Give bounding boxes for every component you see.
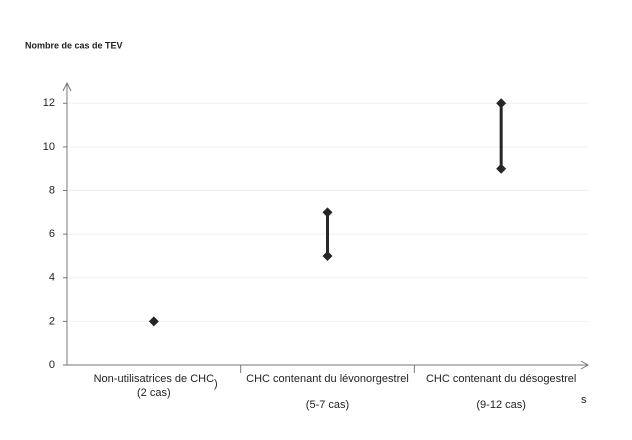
point	[322, 250, 333, 261]
y-tick-label: 10	[43, 141, 55, 153]
x-axis-arrow	[580, 360, 590, 370]
x-tick-note: (9-12 cas)	[476, 399, 526, 411]
x-tick-note: (5-7 cas)	[306, 399, 349, 411]
annotation: )	[214, 378, 218, 390]
x-tick-label: CHC contenant du désogestrel	[426, 373, 576, 385]
x-tick-note: (2 cas)	[137, 387, 171, 399]
y-tick-label: 4	[49, 272, 55, 284]
y-tick-label: 0	[49, 359, 55, 371]
point	[148, 316, 159, 327]
annotation: s	[581, 394, 587, 406]
y-tick-label: 8	[49, 184, 55, 196]
y-axis-title: Nombre de cas de TEV	[25, 40, 123, 50]
point	[322, 207, 333, 218]
point	[496, 98, 507, 109]
x-tick-label: CHC contenant du lévonorgestrel	[246, 373, 409, 385]
y-tick-label: 6	[49, 228, 55, 240]
y-tick-label: 2	[49, 315, 55, 327]
x-tick-label: Non-utilisatrices de CHC	[94, 373, 214, 385]
y-axis-arrow	[62, 81, 72, 92]
y-tick-label: 12	[43, 97, 55, 109]
point	[496, 163, 507, 174]
